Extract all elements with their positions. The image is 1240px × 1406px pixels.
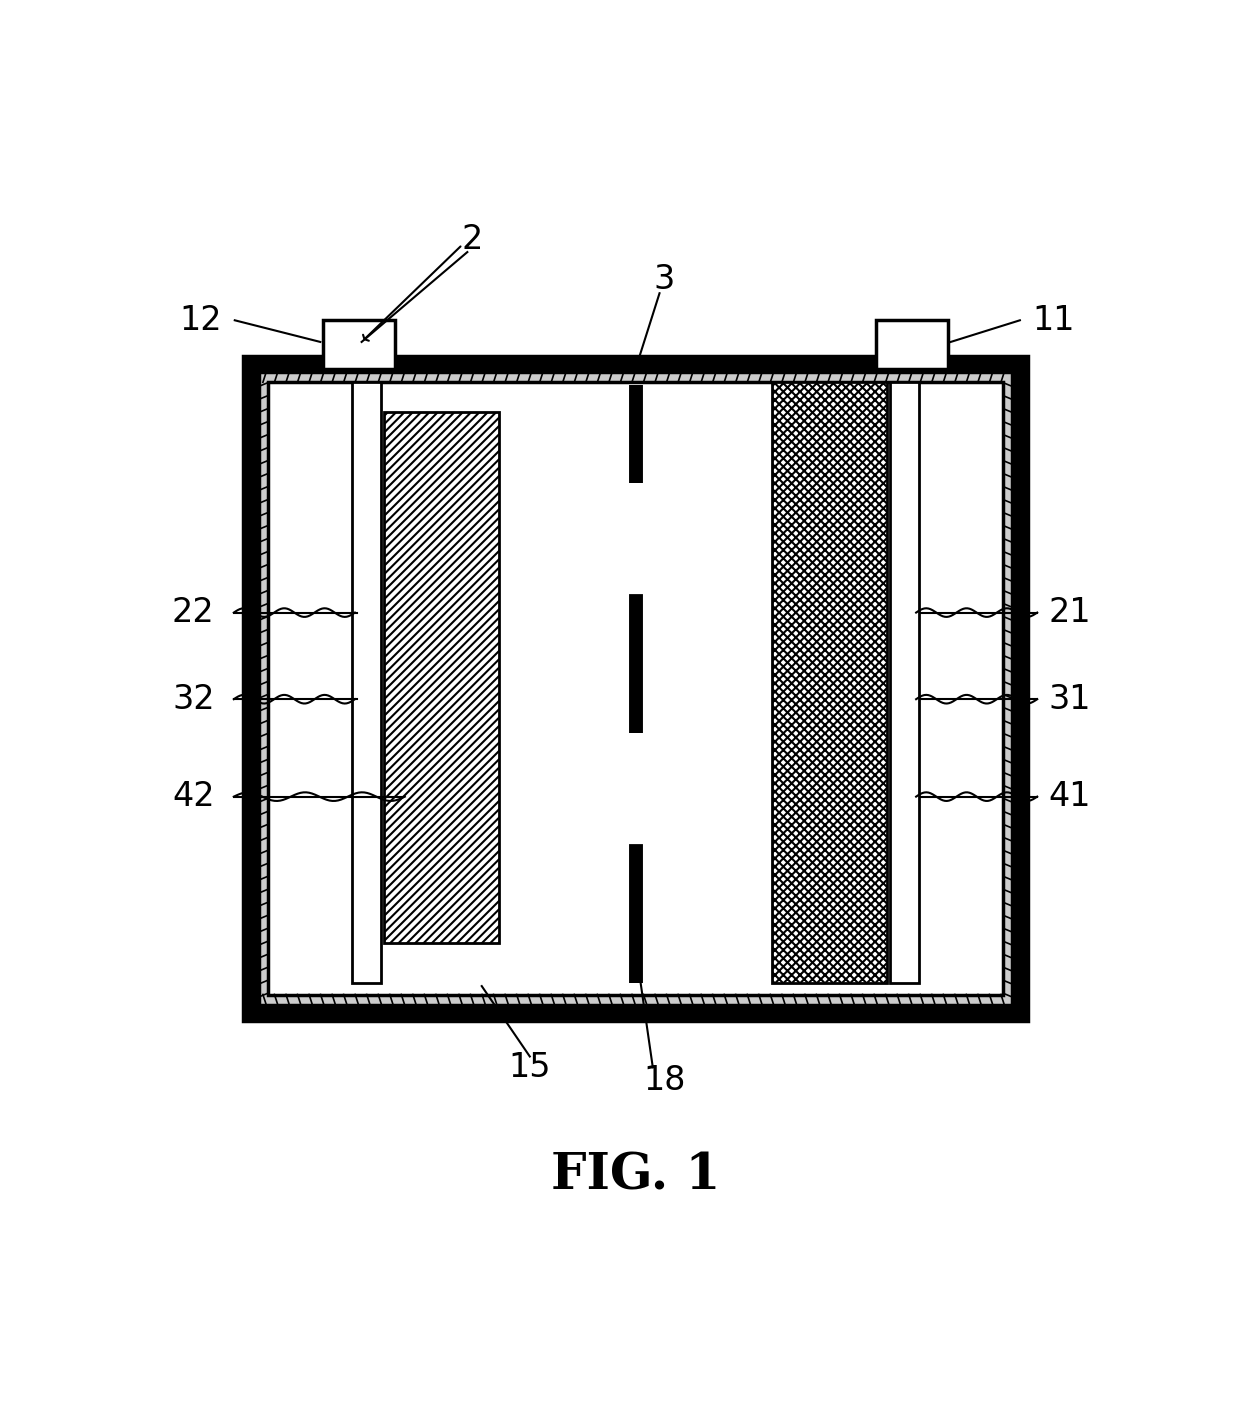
Text: 41: 41 xyxy=(1049,780,1091,813)
Text: 15: 15 xyxy=(508,1050,551,1084)
Bar xyxy=(324,321,396,368)
Text: 2: 2 xyxy=(461,222,482,256)
Bar xyxy=(268,382,1003,995)
Text: 32: 32 xyxy=(172,683,215,716)
Bar xyxy=(875,321,947,368)
Text: 21: 21 xyxy=(1049,596,1091,628)
Text: FIG. 1: FIG. 1 xyxy=(551,1152,720,1201)
Text: 22: 22 xyxy=(172,596,215,628)
Bar xyxy=(890,382,919,983)
Text: 18: 18 xyxy=(644,1064,686,1097)
Text: 11: 11 xyxy=(1033,304,1075,337)
Text: 3: 3 xyxy=(653,263,675,295)
Text: 12: 12 xyxy=(180,304,222,337)
Bar xyxy=(383,412,498,943)
Bar xyxy=(352,382,381,983)
Bar xyxy=(773,382,888,983)
Bar xyxy=(250,364,1021,1014)
Text: 42: 42 xyxy=(172,780,215,813)
Text: 31: 31 xyxy=(1049,683,1091,716)
